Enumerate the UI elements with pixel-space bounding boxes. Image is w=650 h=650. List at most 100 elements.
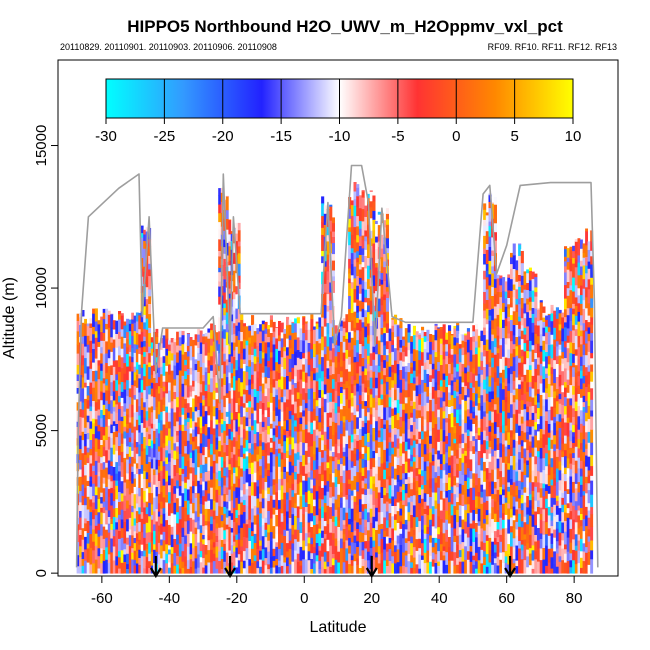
heatmap-cell <box>475 347 479 355</box>
heatmap-cell <box>168 515 172 525</box>
heatmap-cell <box>310 314 314 320</box>
heatmap-cell <box>186 559 190 569</box>
heatmap-cell <box>493 469 497 482</box>
heatmap-cell <box>358 403 362 418</box>
heatmap-cell <box>483 564 487 574</box>
heatmap-cell <box>437 561 441 566</box>
heatmap-cell <box>334 468 338 477</box>
heatmap-cell <box>310 537 314 545</box>
heatmap-cell <box>291 507 295 515</box>
heatmap-cell <box>466 371 470 383</box>
heatmap-cell <box>143 436 147 449</box>
heatmap-cell <box>207 508 211 522</box>
heatmap-cell <box>150 540 154 552</box>
heatmap-cell <box>248 394 252 402</box>
heatmap-cell <box>228 438 232 446</box>
heatmap-cell <box>97 547 101 557</box>
heatmap-cell <box>143 507 147 516</box>
heatmap-cell <box>245 345 249 360</box>
heatmap-cell <box>313 420 317 430</box>
heatmap-cell <box>223 506 227 514</box>
heatmap-cell <box>334 545 338 560</box>
heatmap-cell <box>118 331 122 339</box>
heatmap-cell <box>225 323 229 333</box>
heatmap-cell <box>235 552 239 558</box>
heatmap-cell <box>472 564 476 574</box>
heatmap-cell <box>233 502 236 508</box>
heatmap-cell <box>86 399 90 409</box>
heatmap-cell <box>194 422 198 427</box>
heatmap-cell <box>162 410 166 425</box>
heatmap-cell <box>272 441 276 455</box>
heatmap-cell <box>153 382 156 398</box>
heatmap-cell <box>145 522 149 533</box>
heatmap-cell <box>396 438 400 449</box>
heatmap-cell <box>304 407 308 415</box>
heatmap-cell <box>421 379 425 393</box>
heatmap-cell <box>367 441 371 448</box>
heatmap-cell <box>350 559 354 566</box>
heatmap-cell <box>310 520 314 527</box>
heatmap-cell <box>491 398 495 408</box>
heatmap-cell <box>192 370 195 381</box>
heatmap-cell <box>140 379 144 393</box>
heatmap-cell <box>340 491 344 498</box>
heatmap-cell <box>107 532 111 541</box>
heatmap-cell <box>299 495 303 510</box>
heatmap-cell <box>404 529 408 539</box>
heatmap-cell <box>299 455 303 462</box>
heatmap-cell <box>418 431 422 439</box>
heatmap-cell <box>131 312 134 320</box>
heatmap-cell <box>135 540 139 551</box>
heatmap-cell <box>112 516 116 530</box>
heatmap-cell <box>140 249 144 258</box>
heatmap-cell <box>496 521 500 530</box>
heatmap-cell <box>502 528 506 538</box>
heatmap-cell <box>493 346 497 355</box>
heatmap-cell <box>140 464 144 474</box>
heatmap-cell <box>450 412 454 428</box>
heatmap-cell <box>429 496 433 509</box>
heatmap-cell <box>323 525 327 534</box>
heatmap-cell <box>304 545 308 560</box>
heatmap-cell <box>329 392 333 402</box>
heatmap-cell <box>485 339 489 351</box>
heatmap-cell <box>329 455 333 461</box>
heatmap-cell <box>120 562 124 574</box>
heatmap-cell <box>310 388 314 399</box>
heatmap-cell <box>278 350 282 365</box>
heatmap-cell <box>269 442 273 448</box>
heatmap-cell <box>215 424 219 430</box>
heatmap-cell <box>272 499 276 508</box>
heatmap-cell <box>491 266 495 274</box>
heatmap-cell <box>79 416 82 426</box>
heatmap-cell <box>225 529 229 542</box>
heatmap-cell <box>94 437 98 452</box>
heatmap-cell <box>230 500 234 514</box>
heatmap-cell <box>165 427 169 436</box>
heatmap-cell <box>228 475 232 490</box>
heatmap-cell <box>184 535 188 544</box>
heatmap-cell <box>380 418 384 428</box>
heatmap-cell <box>143 448 147 461</box>
heatmap-cell <box>296 561 300 574</box>
heatmap-cell <box>437 550 441 562</box>
heatmap-cell <box>326 271 330 280</box>
heatmap-cell <box>423 538 427 553</box>
heatmap-cell <box>126 453 130 460</box>
heatmap-cell <box>76 331 80 338</box>
heatmap-cell <box>364 309 368 318</box>
heatmap-cell <box>461 519 465 530</box>
heatmap-cell <box>253 449 257 462</box>
heatmap-cell <box>126 544 130 554</box>
heatmap-cell <box>261 431 265 443</box>
heatmap-cell <box>458 561 462 574</box>
heatmap-cell <box>253 533 257 543</box>
heatmap-cell <box>264 409 268 418</box>
heatmap-cell <box>477 477 481 492</box>
heatmap-cell <box>157 472 161 481</box>
heatmap-cell <box>412 477 416 483</box>
heatmap-cell <box>283 350 287 358</box>
heatmap-cell <box>286 511 290 524</box>
heatmap-cell <box>299 358 303 370</box>
